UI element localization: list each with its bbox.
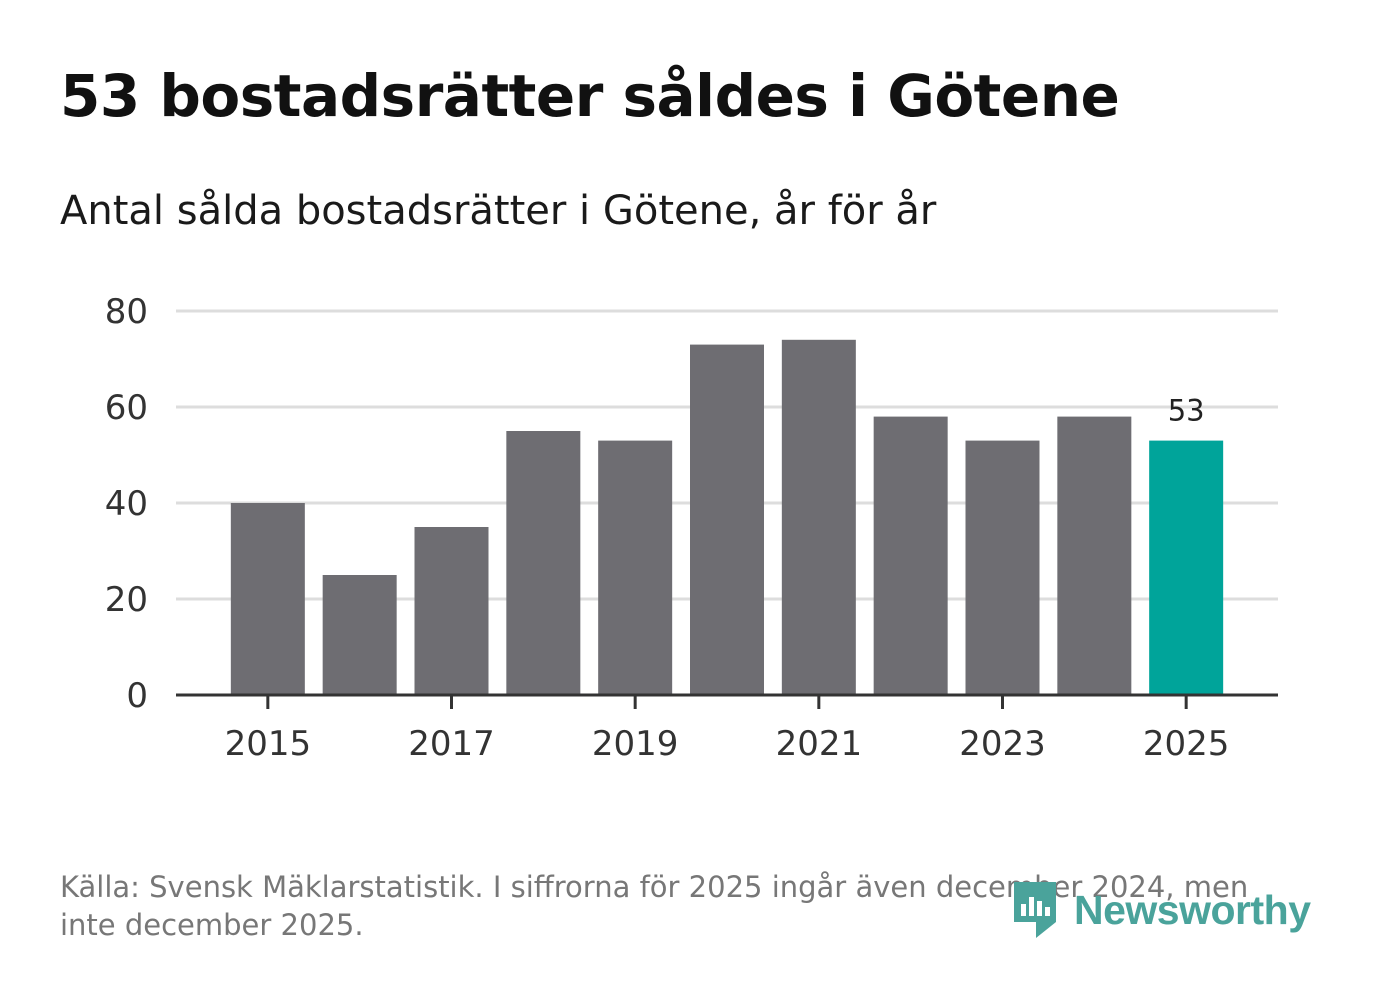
y-tick-label: 0: [126, 676, 148, 716]
x-tick-label: 2015: [225, 724, 312, 764]
bar-2020: [690, 344, 764, 695]
bar-chart: 0 20 40 60 80 2015 2017 2019 2021 2023 2025 53: [105, 292, 1278, 764]
y-axis-ticks: 0 20 40 60 80: [105, 292, 148, 716]
bar-2023: [965, 440, 1040, 695]
newsworthy-logo-icon: [1014, 882, 1056, 938]
y-tick-label: 80: [105, 292, 148, 332]
bar-2018: [506, 431, 581, 695]
x-tick-label: 2023: [959, 724, 1046, 764]
x-tick-label: 2021: [776, 724, 863, 764]
bar-2017: [414, 527, 489, 695]
data-labels: 53: [1168, 394, 1205, 428]
data-label: 53: [1168, 394, 1205, 428]
bar-2025: [1149, 440, 1224, 695]
bar-2022: [873, 416, 948, 695]
x-tick-label: 2019: [592, 724, 679, 764]
bar-2019: [598, 440, 673, 695]
bar-2015: [230, 503, 305, 695]
chart-subtitle: Antal sålda bostadsrätter i Götene, år f…: [60, 188, 937, 234]
y-tick-label: 20: [105, 580, 148, 620]
chart-title: 53 bostadsrätter såldes i Götene: [60, 62, 1120, 130]
y-tick-label: 40: [105, 484, 148, 524]
y-tick-label: 60: [105, 388, 148, 428]
x-axis-ticks: 2015 2017 2019 2021 2023 2025: [225, 695, 1230, 764]
x-tick-label: 2025: [1143, 724, 1230, 764]
bars: [230, 339, 1224, 695]
bar-2021: [781, 339, 856, 695]
logo-text: Newsworthy: [1074, 886, 1311, 933]
x-tick-label: 2017: [408, 724, 495, 764]
bar-2016: [322, 575, 397, 695]
newsworthy-logo[interactable]: Newsworthy: [1010, 880, 1311, 940]
bar-2024: [1057, 416, 1132, 695]
